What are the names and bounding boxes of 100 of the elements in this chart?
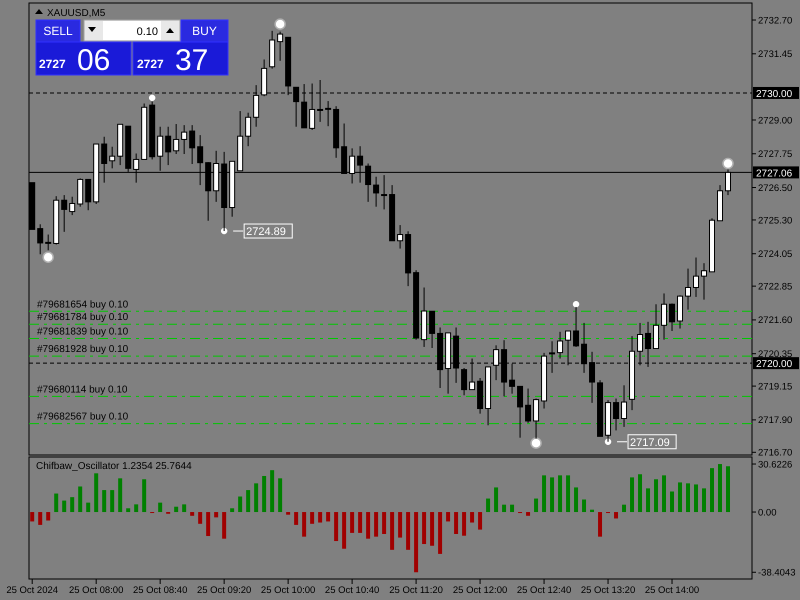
bar [182, 504, 186, 512]
point [42, 251, 54, 263]
bar [86, 502, 90, 512]
bar [638, 474, 642, 512]
x-tick-label: 25 Oct 14:00 [644, 585, 700, 596]
bar [574, 487, 578, 512]
bar [278, 478, 282, 512]
point [148, 94, 156, 102]
bar [270, 470, 274, 512]
ref-line-label: #79681839 buy 0.10 [37, 326, 129, 338]
y-tick-label: -38.4043 [758, 568, 796, 579]
bar [590, 510, 594, 512]
ref-line-label: #79682567 buy 0.10 [37, 412, 129, 423]
bar [654, 479, 658, 512]
annotation: 2727 [39, 57, 66, 71]
bar [462, 512, 466, 536]
bar [630, 477, 634, 512]
bar [494, 487, 498, 512]
ref-line-label: 2720.00 [756, 359, 793, 370]
candlestick [517, 386, 524, 438]
x-tick-label: 25 Oct 11:20 [389, 585, 443, 596]
bar [702, 488, 706, 512]
y-tick-label: 2721.60 [758, 315, 792, 326]
bar [318, 512, 322, 523]
bar [70, 497, 74, 512]
x-tick-label: 25 Oct 08:00 [68, 585, 124, 596]
bar [486, 498, 490, 512]
annotation: 2717.09 [630, 436, 670, 449]
bar [350, 512, 354, 533]
x-tick-label: 25 Oct 12:40 [516, 585, 572, 596]
bar [222, 512, 226, 539]
bar [382, 512, 386, 534]
text: XAUUSD,M5 [47, 8, 106, 19]
bar [502, 504, 506, 512]
bar [54, 494, 58, 512]
y-tick-label: 2727.75 [758, 149, 792, 160]
bar [550, 477, 554, 512]
bar [686, 483, 690, 512]
bar [246, 490, 250, 512]
bar [198, 512, 202, 524]
y-tick-label: 2722.85 [758, 281, 792, 292]
annotation: BUY [192, 24, 217, 38]
bar [534, 498, 538, 512]
candlestick [37, 224, 44, 255]
bar [254, 483, 258, 512]
candlestick [189, 124, 196, 165]
bar [510, 504, 514, 512]
annotation: 37 [175, 44, 208, 77]
point [274, 18, 286, 30]
bar [286, 512, 290, 515]
x-tick-label: 25 Oct 12:00 [452, 585, 508, 596]
bar [206, 512, 210, 536]
bar [46, 512, 50, 521]
y-tick-label: 2731.45 [758, 49, 792, 60]
candlestick [653, 304, 660, 350]
bar [110, 490, 114, 512]
bar [446, 512, 450, 522]
candlestick [381, 174, 388, 210]
ref-line-label: #79681654 buy 0.10 [37, 299, 129, 310]
bar [566, 475, 570, 512]
y-tick-label: 0.00 [758, 507, 776, 518]
bar [302, 512, 306, 537]
x-tick-label: 25 Oct 10:00 [260, 585, 316, 596]
bar [238, 496, 242, 512]
ref-line-label: #79680114 buy 0.10 [37, 384, 128, 396]
bar [438, 512, 442, 554]
bar [38, 512, 42, 525]
annotation: SELL [43, 24, 73, 38]
y-tick-label: 2729.00 [758, 115, 792, 126]
point [722, 158, 734, 170]
bar [118, 478, 122, 512]
candlestick [173, 124, 180, 155]
candlestick [85, 178, 92, 211]
bar [694, 484, 698, 512]
candlestick [461, 368, 468, 396]
bar [326, 512, 330, 522]
bar [406, 512, 410, 550]
candlestick [581, 322, 588, 374]
bar [94, 473, 98, 512]
bar [430, 512, 434, 546]
candlestick [109, 146, 116, 169]
bar [614, 512, 618, 518]
y-tick-label: 30.6226 [758, 459, 792, 470]
x-tick-label: 25 Oct 09:20 [196, 585, 252, 596]
bar [366, 512, 370, 539]
ref-line-label: 2730.00 [756, 88, 793, 100]
bar [174, 506, 178, 512]
y-tick-label: 2724.05 [758, 249, 792, 260]
candlestick [397, 224, 404, 250]
bar [526, 512, 530, 516]
bar [342, 512, 346, 549]
candlestick [525, 388, 532, 424]
bar [390, 512, 394, 550]
candlestick [69, 196, 76, 216]
annotation: 2727 [137, 57, 164, 71]
bar [230, 508, 234, 512]
bar [558, 475, 562, 512]
annotation: 0.10 [136, 26, 158, 38]
ref-line-label: #79681784 buy 0.10 [37, 312, 129, 324]
bar [710, 468, 714, 512]
